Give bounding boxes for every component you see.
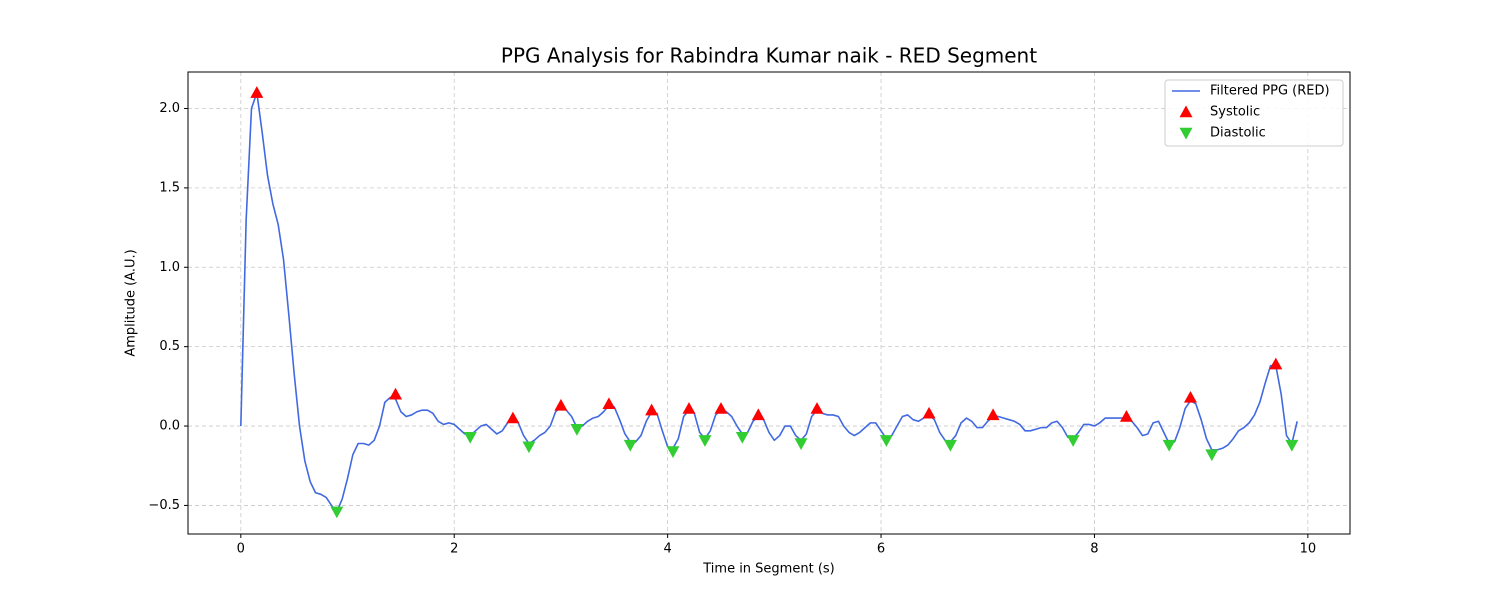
legend-label: Diastolic [1210, 126, 1266, 141]
diastolic-marker [1162, 439, 1176, 452]
x-tick-label: 2 [450, 542, 458, 557]
diastolic-marker [735, 431, 749, 444]
y-tick-label: 1.0 [159, 260, 180, 275]
systolic-marker [554, 398, 568, 411]
diastolic-marker [879, 435, 893, 447]
x-tick-label: 8 [1090, 542, 1098, 557]
x-tick-label: 10 [1300, 542, 1317, 557]
legend-marker [1179, 127, 1193, 140]
x-tick-label: 4 [663, 542, 671, 557]
systolic-marker [250, 86, 264, 98]
systolic-marker [751, 408, 765, 421]
y-tick-label: 0.5 [159, 339, 180, 354]
y-tick-label: 0.0 [159, 419, 180, 434]
diastolic-marker [943, 439, 957, 452]
y-tick-label: 2.0 [159, 101, 180, 116]
plot-area [240, 86, 1299, 519]
legend-box [1164, 79, 1344, 147]
ppg-line [240, 91, 1298, 513]
systolic-marker [602, 397, 616, 410]
legend-label: Filtered PPG (RED) [1210, 84, 1330, 99]
x-tick-label: 6 [877, 542, 885, 557]
systolic-marker [1183, 390, 1197, 403]
y-axis-label: Amplitude (A.U.) [124, 249, 139, 356]
y-tick-label: 1.5 [159, 180, 180, 195]
diastolic-marker [1066, 435, 1080, 447]
diastolic-marker [1205, 449, 1219, 462]
x-tick-label: 0 [237, 542, 245, 557]
systolic-marker [682, 402, 696, 414]
systolic-marker [986, 408, 1000, 421]
x-axis-label: Time in Segment (s) [702, 562, 834, 577]
systolic-marker [922, 406, 936, 419]
y-tick-label: −0.5 [148, 498, 180, 513]
diastolic-marker [570, 424, 584, 436]
legend-label: Systolic [1210, 105, 1260, 120]
axes: 0 2 4 6 8 10 −0.5 0.0 0.5 1.0 1.5 2.0 [148, 101, 1316, 556]
systolic-marker [506, 411, 520, 424]
diastolic-marker [522, 441, 536, 454]
legend: Filtered PPG (RED) Systolic Diastolic [1164, 79, 1344, 147]
systolic-marker [810, 402, 824, 414]
diastolic-marker [698, 435, 712, 447]
chart-title: PPG Analysis for Rabindra Kumar naik - R… [501, 44, 1037, 68]
diastolic-marker [1285, 439, 1299, 452]
diastolic-marker [330, 506, 344, 519]
systolic-marker [645, 403, 659, 416]
systolic-marker [1269, 357, 1283, 370]
diastolic-marker [623, 439, 637, 452]
systolic-marker [714, 402, 728, 414]
diastolic-marker [463, 431, 477, 444]
legend-marker [1179, 105, 1193, 118]
diastolic-marker [794, 438, 808, 451]
systolic-marker [1119, 410, 1133, 422]
grid [188, 72, 1350, 534]
systolic-marker [389, 387, 403, 400]
diastolic-marker [666, 446, 680, 458]
axes-frame [187, 71, 1351, 535]
